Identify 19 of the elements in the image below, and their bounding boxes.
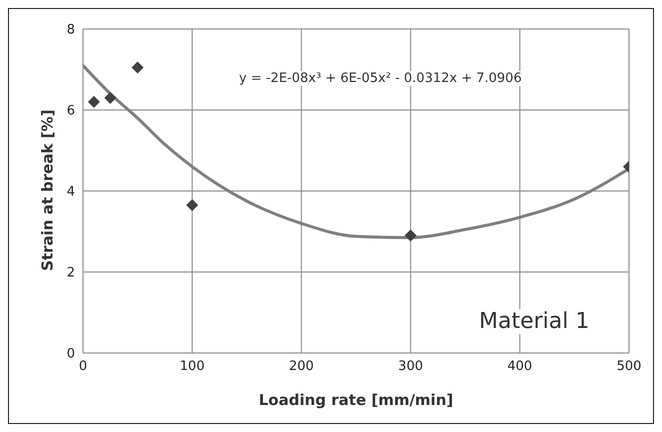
y-tick-label: 8 [66,22,75,38]
x-tick-label: 100 [180,359,205,374]
point [88,96,100,108]
y-tick-label: 6 [66,104,75,119]
y-tick-label: 2 [66,266,75,281]
y-tick-label: 4 [66,184,75,200]
y-tick-label: 0 [66,346,75,362]
x-tick-label: 500 [616,359,642,374]
x-tick-label: 200 [288,359,314,374]
x-axis-title: Loading rate [mm/min] [258,391,454,409]
point [132,61,144,74]
annotation: Material 1 [479,309,590,334]
x-tick-label: 400 [507,359,532,374]
point [104,92,116,104]
y-axis-title: Strain at break [%] [38,110,56,271]
x-tick-label: 0 [78,359,88,374]
x-tick-label: 300 [398,359,424,374]
point [186,199,198,212]
annotation: y = -2E-08x³ + 6E-05x² - 0.0312x + 7.0906 [239,71,522,86]
